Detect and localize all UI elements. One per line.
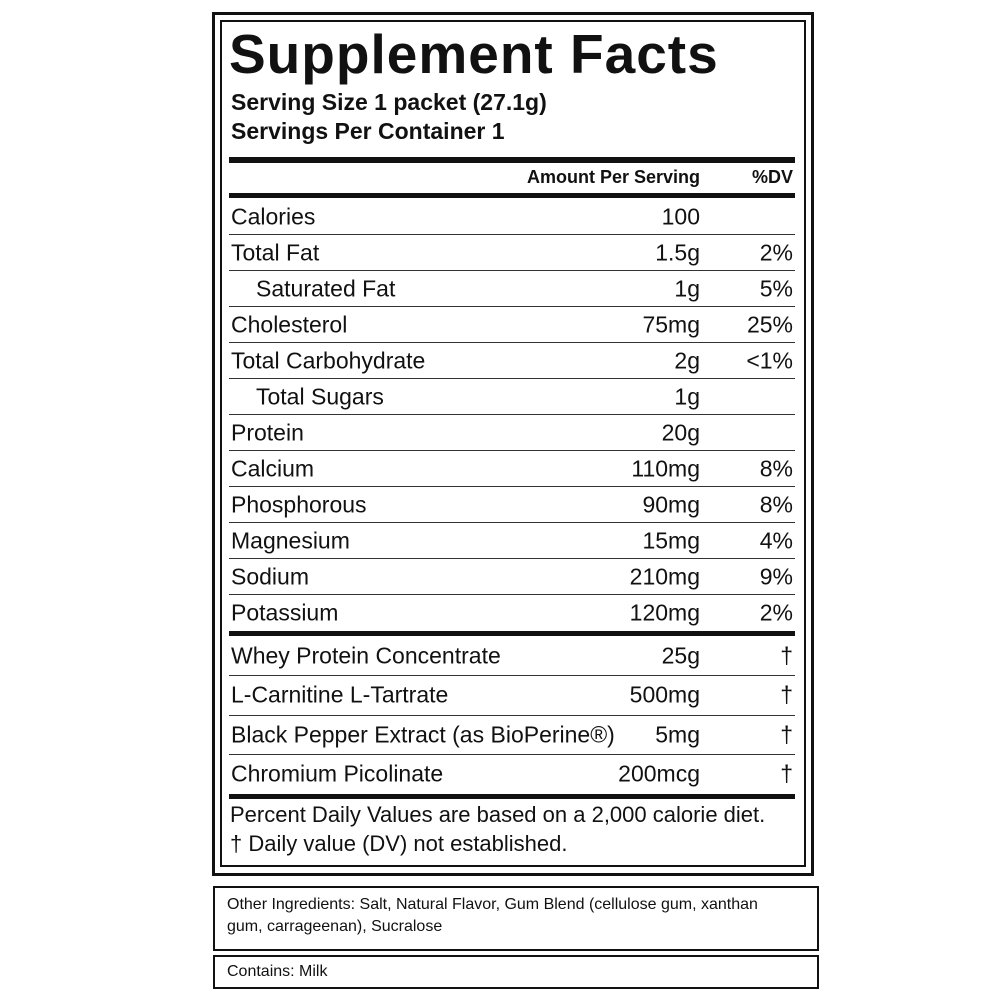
row-name: Total Carbohydrate: [231, 347, 426, 373]
row-amount: 15mg: [642, 527, 700, 553]
row: Total Carbohydrate 2g <1%: [229, 343, 795, 379]
row-name: L-Carnitine L-Tartrate: [231, 681, 449, 708]
row-name: Phosphorous: [231, 491, 367, 517]
row-amount: 120mg: [629, 599, 700, 626]
row: Saturated Fat 1g 5%: [229, 271, 795, 307]
row: Magnesium 15mg 4%: [229, 523, 795, 559]
row-amount: 1g: [674, 275, 700, 301]
row-dv: 2%: [759, 599, 793, 626]
row-name: Calories: [231, 203, 316, 229]
serving-size: Serving Size 1 packet (27.1g): [231, 89, 547, 115]
row-dv: <1%: [746, 347, 793, 373]
row-amount: 1g: [674, 383, 700, 409]
amount-header: Amount Per Serving: [526, 167, 700, 187]
row-name: Sodium: [231, 563, 309, 589]
row-amount: 500mg: [629, 681, 700, 708]
row-dv: †: [780, 721, 793, 748]
row-dv: 2%: [759, 239, 793, 265]
thick-rule: [229, 794, 795, 799]
row-dv: †: [780, 760, 793, 787]
row-name: Chromium Picolinate: [231, 760, 444, 787]
row: Chromium Picolinate 200mcg †: [229, 755, 795, 794]
other-ingredients-box: Other Ingredients: Salt, Natural Flavor,…: [213, 886, 819, 951]
row: Protein 20g: [229, 415, 795, 451]
row-name: Magnesium: [231, 527, 350, 553]
row: Black Pepper Extract (as BioPerine®) 5mg †: [229, 716, 795, 755]
dv-header: %DV: [751, 167, 793, 187]
row: Whey Protein Concentrate 25g †: [229, 637, 795, 677]
servings-per-container: Servings Per Container 1: [231, 118, 505, 144]
title: Supplement Facts: [229, 23, 719, 85]
row-name: Total Sugars: [256, 383, 384, 409]
inner-border: [220, 20, 806, 867]
row: Total Sugars 1g: [229, 379, 795, 415]
row: Calcium 110mg 8%: [229, 451, 795, 487]
row-name: Cholesterol: [231, 311, 348, 337]
row-name: Saturated Fat: [256, 275, 396, 301]
row-amount: 100: [661, 203, 700, 229]
row-amount: 210mg: [629, 563, 700, 589]
contains: Contains: Milk: [227, 963, 328, 980]
row-dv: 25%: [746, 311, 793, 337]
row-amount: 1.5g: [655, 239, 700, 265]
row: Total Fat 1.5g 2%: [229, 235, 795, 271]
row-dv: 8%: [759, 455, 793, 481]
row-amount: 20g: [661, 419, 700, 445]
contains-box: Contains: Milk: [213, 955, 819, 989]
row: Sodium 210mg 9%: [229, 559, 795, 595]
row-name: Protein: [231, 419, 304, 445]
row: Potassium 120mg 2%: [229, 595, 795, 631]
row-dv: 9%: [759, 563, 793, 589]
other-ingredients: Other Ingredients: Salt, Natural Flavor,…: [227, 896, 758, 935]
footnote: † Daily value (DV) not established.: [230, 831, 568, 856]
thick-rule: [229, 157, 795, 163]
thick-rule: [229, 193, 795, 198]
row-dv: †: [780, 642, 793, 669]
row-amount: 90mg: [642, 491, 700, 517]
row-name: Whey Protein Concentrate: [231, 642, 501, 669]
row-amount: 75mg: [642, 311, 700, 337]
row-name: Calcium: [231, 455, 315, 481]
footnote: Percent Daily Values are based on a 2,00…: [230, 802, 766, 827]
row-amount: 25g: [661, 642, 700, 669]
row-name: Potassium: [231, 599, 339, 626]
row-name: Black Pepper Extract (as BioPerine®): [231, 721, 615, 748]
row: L-Carnitine L-Tartrate 500mg †: [229, 676, 795, 716]
row: Calories 100: [229, 199, 795, 235]
row-name: Total Fat: [231, 239, 320, 265]
row: Phosphorous 90mg 8%: [229, 487, 795, 523]
row-amount: 2g: [674, 347, 700, 373]
row-dv: 8%: [759, 491, 793, 517]
row-amount: 200mcg: [618, 760, 700, 787]
row-dv: 4%: [759, 527, 793, 553]
thick-rule: [229, 631, 795, 636]
outer-border: [212, 12, 814, 876]
row-dv: 5%: [759, 275, 793, 301]
row-dv: †: [780, 681, 793, 708]
row: Cholesterol 75mg 25%: [229, 307, 795, 343]
row-amount: 110mg: [631, 455, 700, 481]
row-amount: 5mg: [655, 721, 700, 748]
